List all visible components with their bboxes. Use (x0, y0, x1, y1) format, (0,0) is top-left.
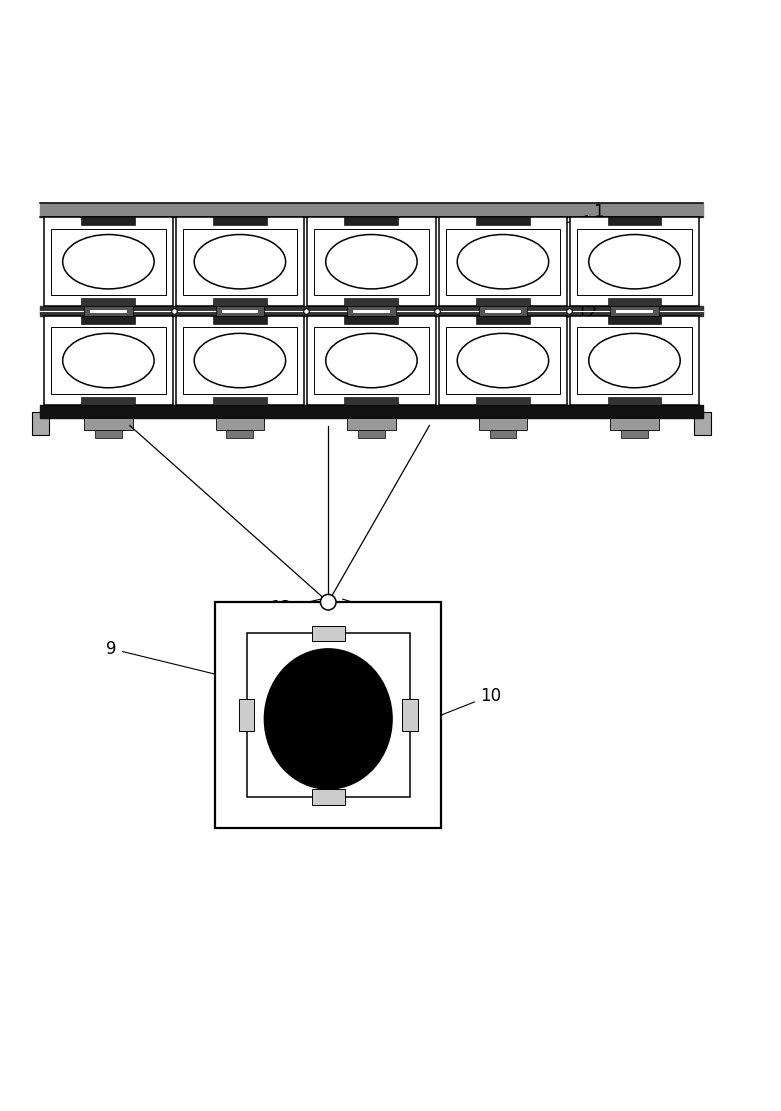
Bar (84, 307, 133, 316)
Bar (608, 217, 662, 226)
Bar (476, 299, 530, 307)
Bar (694, 411, 711, 434)
Bar (347, 418, 396, 430)
Ellipse shape (589, 333, 680, 388)
Ellipse shape (265, 649, 392, 789)
Bar (314, 229, 429, 294)
Bar (176, 217, 304, 307)
Bar (45, 316, 173, 406)
Bar (213, 299, 267, 307)
Bar (570, 316, 699, 406)
Bar (621, 430, 648, 438)
Bar (32, 411, 49, 434)
Bar (347, 307, 396, 316)
Bar (570, 217, 699, 307)
Ellipse shape (194, 234, 286, 289)
Bar (226, 430, 253, 438)
Ellipse shape (194, 333, 286, 388)
Bar (439, 316, 567, 406)
Bar (476, 316, 530, 324)
Bar (84, 418, 133, 430)
Bar (344, 299, 398, 307)
Bar (358, 430, 385, 438)
Text: 13: 13 (270, 599, 322, 618)
Bar (476, 398, 530, 406)
Bar (81, 398, 135, 406)
Text: 14: 14 (345, 609, 427, 642)
Ellipse shape (326, 234, 417, 289)
Bar (213, 217, 267, 226)
Bar (344, 217, 398, 226)
Text: 8: 8 (362, 326, 401, 346)
Bar (353, 310, 390, 312)
Bar (446, 328, 560, 393)
Bar (314, 328, 429, 393)
Bar (344, 398, 398, 406)
Bar (45, 217, 173, 307)
Bar (247, 633, 410, 797)
Bar (490, 430, 516, 438)
Bar (81, 299, 135, 307)
Bar (90, 310, 127, 312)
Bar (216, 307, 264, 316)
Ellipse shape (326, 333, 417, 388)
Bar (216, 602, 441, 828)
Bar (608, 299, 662, 307)
Text: 12: 12 (544, 303, 597, 323)
Bar (616, 310, 653, 312)
Bar (81, 316, 135, 324)
Ellipse shape (62, 333, 154, 388)
Bar (307, 316, 436, 406)
Bar (577, 229, 692, 294)
Ellipse shape (457, 234, 549, 289)
Bar (402, 699, 418, 731)
Bar (479, 418, 527, 430)
Bar (312, 789, 344, 804)
Text: 1: 1 (549, 202, 604, 229)
Bar (183, 229, 297, 294)
Bar (479, 307, 527, 316)
Bar (446, 229, 560, 294)
Bar (52, 229, 166, 294)
Bar (610, 418, 659, 430)
Text: 2: 2 (247, 788, 302, 808)
Bar (577, 328, 692, 393)
Ellipse shape (457, 333, 549, 388)
Bar (95, 430, 122, 438)
Bar (239, 699, 255, 731)
Bar (485, 310, 521, 312)
Bar (216, 418, 264, 430)
Bar (476, 217, 530, 226)
Text: 11: 11 (343, 599, 427, 631)
Bar (307, 217, 436, 307)
Bar (176, 316, 304, 406)
Bar (312, 625, 344, 641)
Ellipse shape (62, 234, 154, 289)
Bar (608, 398, 662, 406)
Bar (213, 398, 267, 406)
Bar (439, 217, 567, 307)
Bar (222, 310, 259, 312)
Bar (52, 328, 166, 393)
Bar (610, 307, 659, 316)
Bar (344, 316, 398, 324)
Bar (213, 316, 267, 324)
Bar (183, 328, 297, 393)
Circle shape (320, 594, 336, 610)
Bar (608, 316, 662, 324)
Bar (81, 217, 135, 226)
Text: 9: 9 (106, 640, 220, 675)
Ellipse shape (589, 234, 680, 289)
Text: 10: 10 (424, 687, 501, 722)
